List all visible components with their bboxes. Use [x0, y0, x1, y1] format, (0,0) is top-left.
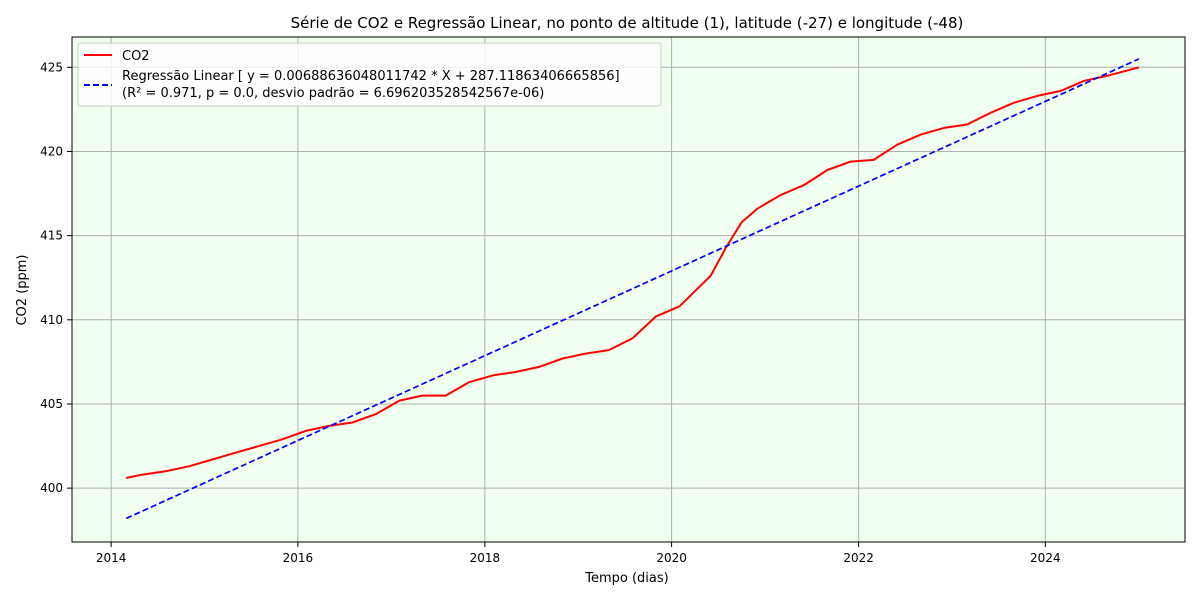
x-tick-label: 2022 — [843, 551, 874, 565]
series-layer — [125, 58, 1140, 520]
y-axis-ticks: 400 405 410 415 420 425 — [40, 60, 72, 495]
legend: CO2 Regressão Linear [ y = 0.00688636048… — [77, 42, 662, 107]
x-tick-label: 2014 — [96, 551, 127, 565]
plot-frame — [71, 36, 1186, 543]
legend-regression-label: Regressão Linear [ y = 0.006886360480117… — [122, 69, 620, 84]
y-axis-label: CO2 (ppm) — [15, 254, 30, 325]
y-tick-label: 415 — [40, 229, 63, 243]
legend-regression-stats: (R² = 0.971, p = 0.0, desvio padrão = 6.… — [122, 86, 544, 101]
y-tick-label: 400 — [40, 481, 63, 495]
x-tick-label: 2020 — [656, 551, 687, 565]
regression-line — [125, 58, 1140, 520]
y-tick-label: 405 — [40, 397, 63, 411]
y-tick-label: 410 — [40, 313, 63, 327]
y-tick-label: 425 — [40, 60, 63, 74]
x-axis-ticks: 2014 2016 2018 2020 2022 2024 — [96, 542, 1061, 565]
plot-area — [72, 37, 1185, 542]
x-axis-label: Tempo (dias) — [584, 571, 668, 586]
x-tick-label: 2018 — [470, 551, 501, 565]
y-tick-label: 420 — [40, 144, 63, 158]
legend-box — [77, 42, 662, 107]
chart-title: Série de CO2 e Regressão Linear, no pont… — [291, 14, 964, 32]
x-tick-label: 2016 — [283, 551, 314, 565]
co2-series-line — [125, 66, 1140, 479]
x-tick-label: 2024 — [1030, 551, 1061, 565]
legend-co2-label: CO2 — [122, 49, 150, 64]
